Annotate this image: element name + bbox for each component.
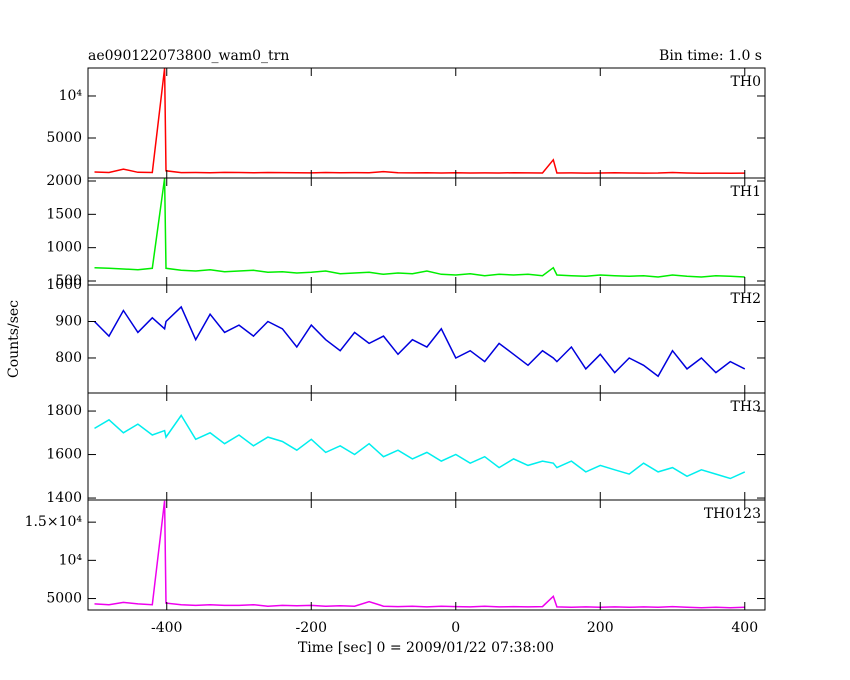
y-tick-label: 1000 bbox=[46, 277, 82, 293]
chart-subtitle: Bin time: 1.0 s bbox=[659, 48, 762, 64]
y-tick-label: 800 bbox=[55, 350, 82, 366]
x-tick-label: -200 bbox=[296, 620, 327, 636]
y-tick-label: 900 bbox=[55, 313, 82, 329]
data-line bbox=[93, 305, 746, 378]
y-axis-label: Counts/sec bbox=[6, 300, 22, 378]
panel-name: TH1 bbox=[731, 184, 761, 200]
x-tick-label: 200 bbox=[587, 620, 614, 636]
y-tick-label: 2000 bbox=[46, 173, 82, 189]
data-line bbox=[94, 414, 746, 480]
y-tick-label: 1.5×10⁴ bbox=[25, 514, 83, 530]
panel-name: TH3 bbox=[731, 399, 761, 415]
x-axis-label: Time [sec] 0 = 2009/01/22 07:38:00 bbox=[298, 640, 554, 656]
y-tick-label: 500 bbox=[55, 273, 82, 289]
chart-title: ae090122073800_wam0_trn bbox=[88, 48, 289, 64]
y-tick-label: 1400 bbox=[46, 490, 82, 506]
panel-name: TH0 bbox=[731, 74, 761, 90]
data-line bbox=[94, 178, 745, 278]
y-tick-label: 5000 bbox=[46, 591, 82, 607]
panel-name: TH0123 bbox=[704, 506, 761, 522]
panel-frame bbox=[87, 499, 766, 611]
y-tick-label: 10⁴ bbox=[59, 88, 83, 104]
y-tick-label: 1800 bbox=[46, 403, 82, 419]
x-tick-label: 400 bbox=[731, 620, 758, 636]
y-tick-label: 1500 bbox=[46, 206, 82, 222]
y-tick-label: 5000 bbox=[46, 130, 82, 146]
panel-frame bbox=[87, 284, 766, 394]
panel-frame bbox=[87, 177, 766, 286]
y-tick-label: 10⁴ bbox=[59, 552, 83, 568]
data-line bbox=[94, 68, 745, 175]
y-tick-label: 1000 bbox=[46, 240, 82, 256]
x-tick-label: 0 bbox=[451, 620, 460, 636]
panel-frame bbox=[87, 67, 766, 179]
x-tick-label: -400 bbox=[151, 620, 182, 636]
panel-name: TH2 bbox=[731, 291, 761, 307]
panel-frame bbox=[87, 392, 766, 501]
data-line bbox=[94, 500, 745, 609]
y-tick-label: 1600 bbox=[46, 447, 82, 463]
